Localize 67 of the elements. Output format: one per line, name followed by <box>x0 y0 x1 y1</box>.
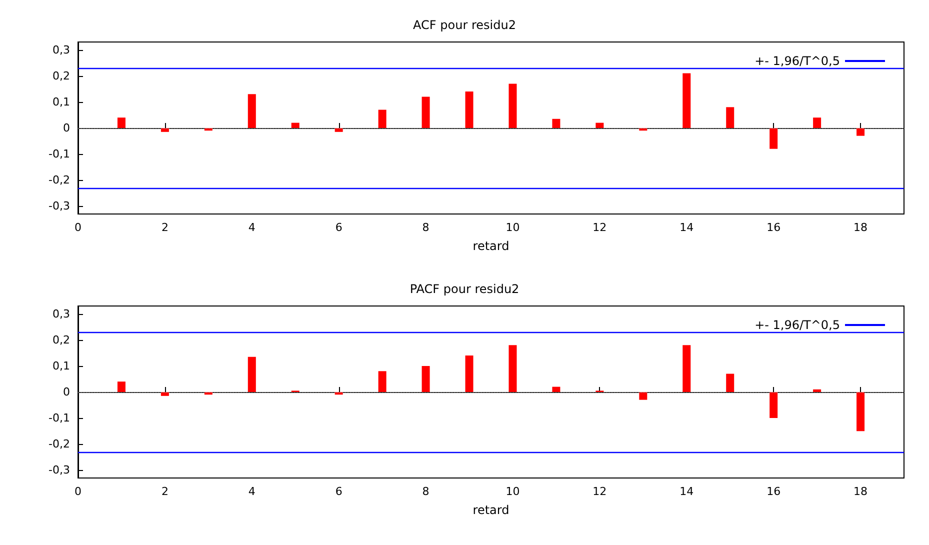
x-axis-title: retard <box>472 503 510 517</box>
x-tick-label: 6 <box>335 221 342 234</box>
bar <box>117 118 126 128</box>
bar <box>856 392 865 432</box>
ref-line-label: +- 1,96/T^0,5 <box>754 318 840 332</box>
x-tick-label: 2 <box>161 485 168 498</box>
bar <box>508 84 517 128</box>
y-tick-label: 0,1 <box>52 95 70 108</box>
bar <box>726 107 734 128</box>
y-tick-label: -0,1 <box>48 148 70 161</box>
x-axis-title: retard <box>472 239 510 253</box>
y-tick-label: 0,3 <box>52 307 70 320</box>
x-tick-label: 18 <box>854 485 868 498</box>
x-tick-label: 18 <box>854 221 868 234</box>
x-tick-label: 2 <box>161 221 168 234</box>
bar <box>639 392 648 400</box>
x-tick-label: 14 <box>680 221 694 234</box>
x-tick-label: 8 <box>422 221 430 234</box>
bar <box>422 96 430 128</box>
bar <box>248 94 256 128</box>
x-tick-label: 6 <box>335 485 342 498</box>
x-tick-label: 0 <box>74 485 82 498</box>
x-tick-label: 10 <box>506 221 520 234</box>
bar <box>856 128 865 136</box>
x-tick-label: 16 <box>766 485 781 498</box>
bar <box>552 118 560 128</box>
bar <box>378 371 386 392</box>
x-tick-label: 14 <box>680 485 694 498</box>
x-tick-label: 4 <box>248 221 256 234</box>
bar <box>291 122 300 128</box>
x-tick-label: 12 <box>592 485 607 498</box>
x-tick-label: 4 <box>248 485 256 498</box>
bar <box>378 110 386 128</box>
bar <box>465 356 474 392</box>
y-tick-label: 0 <box>63 122 70 134</box>
y-tick-label: -0,3 <box>48 200 70 213</box>
y-tick-label: 0,2 <box>52 333 70 346</box>
y-tick-label: 0,3 <box>52 43 70 56</box>
y-tick-label: -0,2 <box>48 438 70 451</box>
y-tick-label: 0,2 <box>52 69 70 82</box>
bar <box>422 366 430 392</box>
bar <box>770 392 778 418</box>
y-tick-label: 0,1 <box>52 359 70 372</box>
bar <box>726 374 734 392</box>
bar <box>682 345 691 392</box>
chart-title: PACF pour residu2 <box>410 282 520 296</box>
bar <box>465 92 474 128</box>
bar <box>596 122 604 128</box>
x-tick-label: 16 <box>766 221 781 234</box>
bar <box>552 386 560 392</box>
y-tick-label: 0 <box>63 386 70 398</box>
bar <box>770 128 778 149</box>
x-tick-label: 8 <box>422 485 430 498</box>
x-tick-label: 10 <box>506 485 520 498</box>
bar <box>248 356 256 392</box>
bar <box>508 345 517 392</box>
y-tick-label: -0,3 <box>48 464 70 477</box>
y-tick-label: -0,1 <box>48 412 70 425</box>
bar <box>117 382 126 392</box>
bar <box>682 73 691 128</box>
bar <box>813 118 822 128</box>
chart-title: ACF pour residu2 <box>413 18 516 32</box>
x-tick-label: 12 <box>592 221 607 234</box>
ref-line-label: +- 1,96/T^0,5 <box>754 54 840 68</box>
y-tick-label: -0,2 <box>48 174 70 187</box>
x-tick-label: 0 <box>74 221 82 234</box>
bar <box>813 389 822 392</box>
